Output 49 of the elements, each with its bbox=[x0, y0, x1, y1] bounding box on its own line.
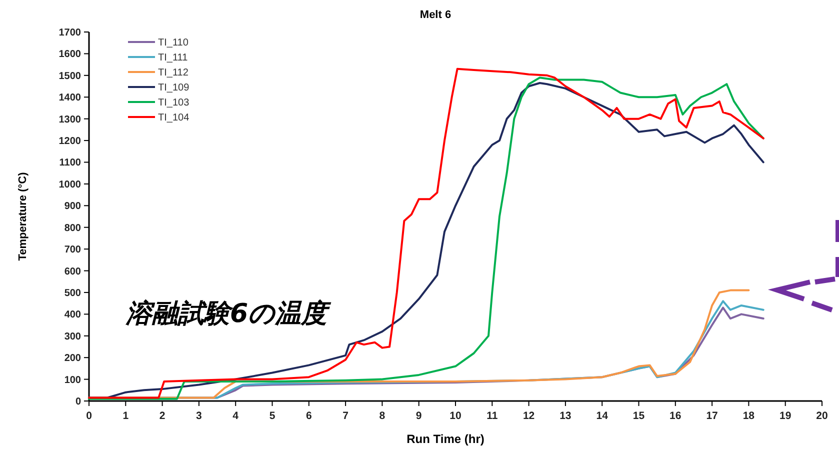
x-tick-label: 6 bbox=[306, 410, 312, 422]
x-tick-label: 2 bbox=[159, 410, 166, 422]
y-tick-label: 600 bbox=[64, 266, 82, 278]
y-tick-label: 1000 bbox=[58, 179, 82, 190]
legend-label: TI_110 bbox=[158, 38, 189, 48]
y-tick-label: 400 bbox=[64, 310, 82, 321]
chart-title: Melt 6 bbox=[420, 9, 452, 21]
x-axis-title: Run Time (hr) bbox=[406, 432, 484, 446]
legend-label: TI_103 bbox=[158, 98, 190, 108]
x-tick-label: 16 bbox=[670, 410, 682, 422]
legend-label: TI_111 bbox=[158, 52, 188, 64]
x-tick-label: 19 bbox=[780, 410, 792, 422]
x-tick-label: 18 bbox=[742, 410, 755, 422]
y-tick-label: 1300 bbox=[58, 114, 82, 126]
legend-label: TI_109 bbox=[158, 82, 190, 94]
y-tick-label: 0 bbox=[75, 396, 82, 408]
y-axis-title: Temperature (°C) bbox=[17, 172, 29, 261]
x-tick-label: 12 bbox=[522, 410, 535, 422]
y-tick-label: 200 bbox=[64, 353, 82, 364]
annotation: 溶融試験6の温度 bbox=[125, 299, 332, 329]
y-tick-label: 100 bbox=[64, 374, 82, 386]
legend-label: TI_112 bbox=[158, 68, 189, 78]
x-tick-label: 11 bbox=[486, 410, 498, 422]
x-tick-label: 20 bbox=[816, 410, 828, 422]
y-tick-label: 1400 bbox=[58, 92, 82, 104]
y-tick-label: 700 bbox=[64, 244, 82, 256]
y-tick-label: 1600 bbox=[58, 49, 82, 60]
y-tick-label: 1100 bbox=[59, 158, 82, 169]
y-tick-label: 900 bbox=[64, 201, 82, 212]
y-tick-label: 300 bbox=[64, 331, 82, 342]
x-tick-label: 15 bbox=[632, 410, 645, 422]
x-tick-label: 0 bbox=[86, 410, 92, 422]
y-tick-label: 800 bbox=[64, 222, 82, 234]
x-tick-label: 1 bbox=[122, 410, 129, 422]
x-tick-label: 8 bbox=[379, 410, 386, 422]
x-tick-label: 14 bbox=[596, 410, 608, 422]
x-tick-label: 9 bbox=[416, 410, 422, 422]
x-tick-label: 13 bbox=[560, 410, 572, 422]
y-tick-label: 1200 bbox=[58, 136, 82, 148]
y-tick-label: 1500 bbox=[58, 70, 82, 82]
x-tick-label: 17 bbox=[706, 410, 718, 422]
y-tick-label: 500 bbox=[64, 288, 82, 299]
y-tick-label: 1700 bbox=[58, 28, 82, 38]
x-tick-label: 3 bbox=[196, 410, 202, 422]
x-tick-label: 10 bbox=[450, 410, 462, 422]
x-tick-label: 4 bbox=[232, 410, 239, 422]
x-tick-label: 5 bbox=[269, 410, 276, 422]
x-tick-label: 7 bbox=[342, 410, 349, 422]
legend-label: TI_104 bbox=[158, 112, 190, 124]
